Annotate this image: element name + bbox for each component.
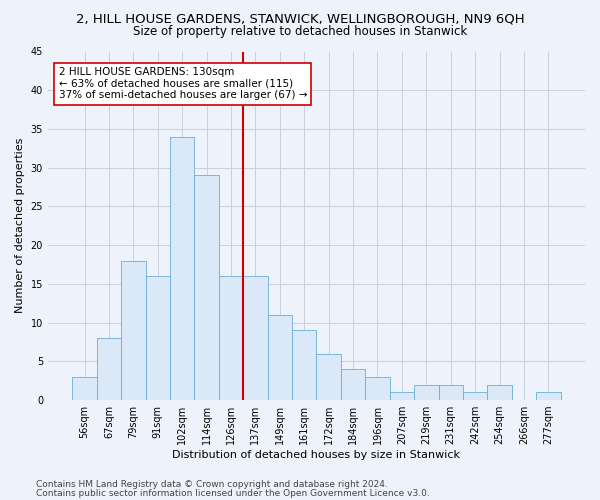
Bar (463, 392, 487, 400)
Bar (170, 136, 194, 400)
Text: 2 HILL HOUSE GARDENS: 130sqm
← 63% of detached houses are smaller (115)
37% of s: 2 HILL HOUSE GARDENS: 130sqm ← 63% of de… (59, 67, 307, 100)
X-axis label: Distribution of detached houses by size in Stanwick: Distribution of detached houses by size … (172, 450, 460, 460)
Bar (73, 377, 97, 400)
Bar (389, 392, 414, 400)
Bar (146, 276, 170, 400)
Bar (414, 384, 439, 400)
Bar (487, 384, 512, 400)
Bar (194, 176, 219, 400)
Bar (341, 369, 365, 400)
Bar (97, 338, 121, 400)
Text: 2, HILL HOUSE GARDENS, STANWICK, WELLINGBOROUGH, NN9 6QH: 2, HILL HOUSE GARDENS, STANWICK, WELLING… (76, 12, 524, 26)
Y-axis label: Number of detached properties: Number of detached properties (15, 138, 25, 314)
Bar (316, 354, 341, 400)
Bar (439, 384, 463, 400)
Text: Contains public sector information licensed under the Open Government Licence v3: Contains public sector information licen… (36, 489, 430, 498)
Bar (292, 330, 316, 400)
Text: Contains HM Land Registry data © Crown copyright and database right 2024.: Contains HM Land Registry data © Crown c… (36, 480, 388, 489)
Bar (365, 377, 389, 400)
Bar (536, 392, 560, 400)
Bar (219, 276, 243, 400)
Bar (243, 276, 268, 400)
Text: Size of property relative to detached houses in Stanwick: Size of property relative to detached ho… (133, 25, 467, 38)
Bar (268, 315, 292, 400)
Bar (121, 260, 146, 400)
